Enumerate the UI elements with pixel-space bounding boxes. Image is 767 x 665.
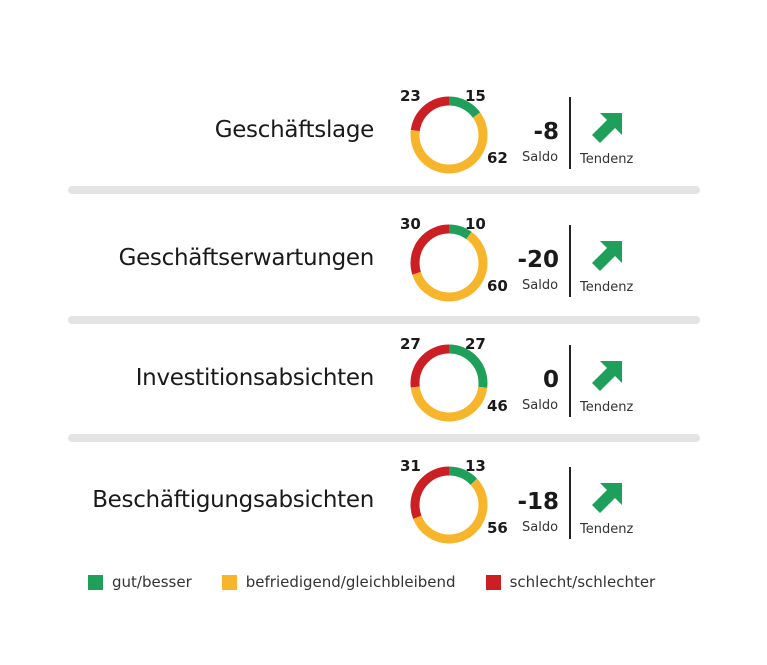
bad-percent: 31 (400, 457, 421, 475)
good-percent: 13 (465, 457, 486, 475)
trend-up-arrow-icon (592, 361, 622, 391)
trend-label: Tendenz (580, 400, 634, 415)
trend-label: Tendenz (580, 280, 634, 295)
saldo-value: -20 (517, 247, 559, 273)
bad-percent: 23 (400, 87, 421, 105)
donut-chart (410, 96, 488, 174)
legend-swatch-good (88, 574, 103, 590)
bad-percent: 30 (400, 215, 421, 233)
row-divider (68, 316, 700, 324)
indicator-row: Geschäftslage 23 15 62 -8 Saldo Tendenz (0, 85, 767, 185)
bad-percent: 27 (400, 335, 421, 353)
indicator-label: Investitionsabsichten (135, 365, 375, 391)
legend-swatch-neutral (221, 574, 237, 590)
good-percent: 27 (465, 335, 486, 353)
saldo-label: Saldo (522, 278, 559, 293)
trend-up-arrow-icon (592, 241, 622, 271)
donut-chart (410, 344, 488, 422)
good-percent: 10 (465, 215, 486, 233)
legend-item-bad: schlecht/schlechter (485, 573, 656, 591)
separator-line (569, 97, 571, 169)
saldo-label: Saldo (522, 150, 559, 165)
neutral-percent: 60 (487, 277, 508, 295)
saldo-value: -8 (533, 119, 559, 145)
donut-chart (410, 224, 488, 302)
indicator-row: Beschäftigungsabsichten 31 13 56 -18 Sal… (0, 455, 767, 555)
neutral-percent: 62 (487, 149, 508, 167)
legend-item-good: gut/besser (88, 573, 192, 591)
legend-item-neutral: befriedigend/gleichbleibend (221, 573, 456, 591)
neutral-percent: 56 (487, 519, 508, 537)
trend-label: Tendenz (580, 152, 634, 167)
neutral-percent: 46 (487, 397, 508, 415)
separator-line (569, 345, 571, 417)
saldo-value: -18 (517, 489, 559, 515)
saldo-label: Saldo (522, 520, 559, 535)
separator-line (569, 225, 571, 297)
separator-line (569, 467, 571, 539)
indicator-label: Beschäftigungsabsichten (92, 487, 374, 513)
legend-label: befriedigend/gleichbleibend (245, 573, 456, 591)
legend: gut/besser befriedigend/gleichbleibend s… (88, 573, 685, 591)
legend-label: gut/besser (112, 573, 192, 591)
saldo-label: Saldo (522, 398, 559, 413)
indicator-label: Geschäftslage (214, 117, 375, 143)
good-percent: 15 (465, 87, 486, 105)
indicator-label: Geschäftserwartungen (118, 245, 375, 271)
trend-up-arrow-icon (592, 113, 622, 143)
trend-label: Tendenz (580, 522, 634, 537)
indicator-row: Geschäftserwartungen 30 10 60 -20 Saldo … (0, 213, 767, 313)
saldo-value: 0 (542, 367, 559, 393)
indicator-row: Investitionsabsichten 27 27 46 0 Saldo T… (0, 333, 767, 433)
row-divider (68, 434, 700, 442)
donut-chart (410, 466, 488, 544)
legend-swatch-bad (485, 574, 501, 590)
trend-up-arrow-icon (592, 483, 622, 513)
legend-label: schlecht/schlechter (509, 573, 656, 591)
row-divider (68, 186, 700, 194)
